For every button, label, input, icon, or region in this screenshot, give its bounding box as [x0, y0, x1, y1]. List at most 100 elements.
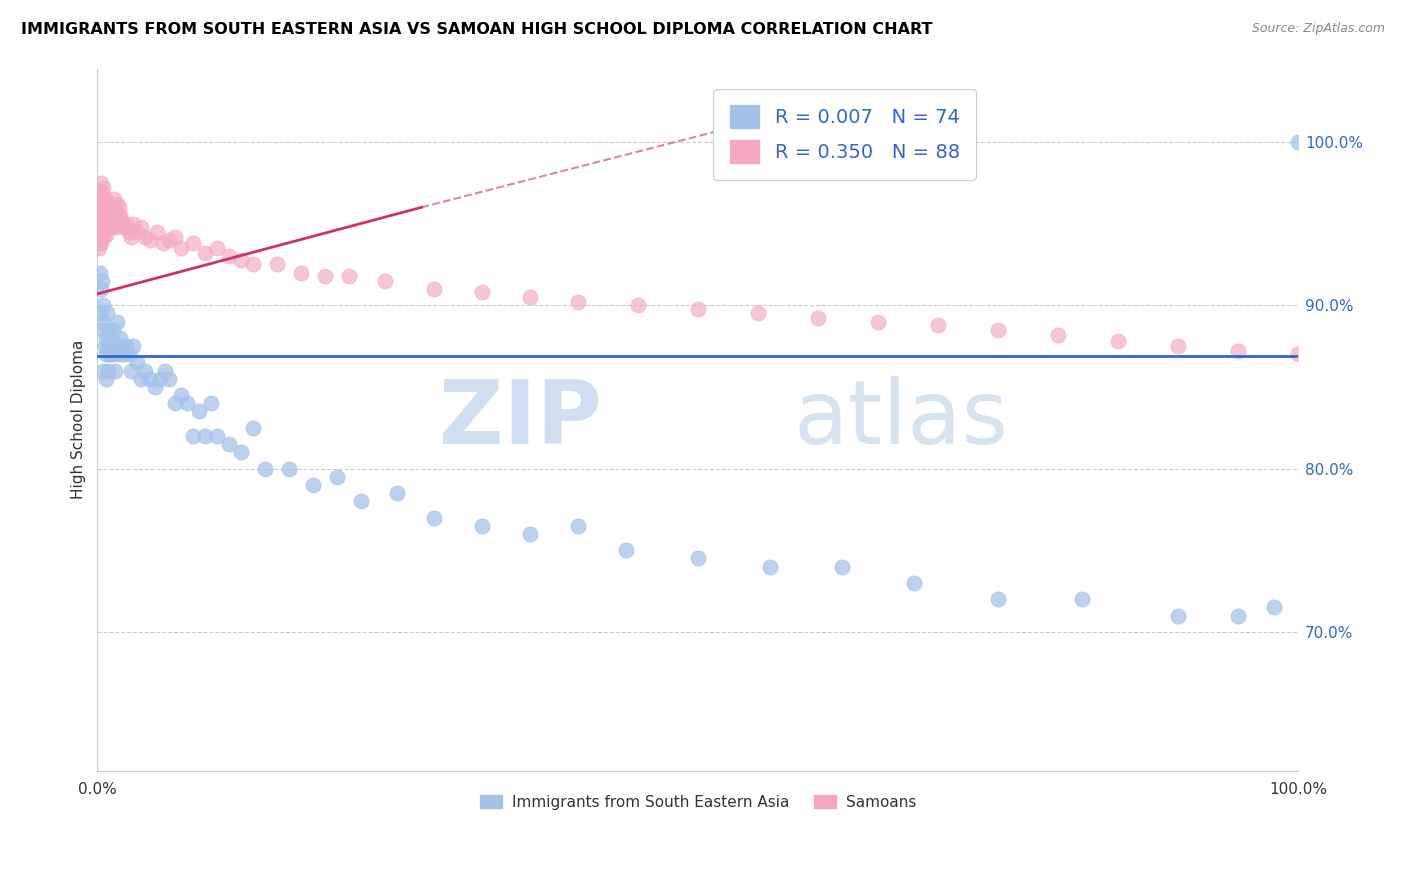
Point	[90, 219, 112, 234]
Point	[96, 219, 118, 234]
Point	[567, 295, 589, 310]
Point	[1046, 327, 1069, 342]
Point	[90, 306, 112, 320]
Point	[93, 180, 115, 194]
Point	[98, 347, 121, 361]
Point	[101, 323, 124, 337]
Point	[152, 236, 174, 251]
Point	[218, 437, 240, 451]
Point	[93, 219, 115, 234]
Point	[254, 461, 277, 475]
Point	[183, 429, 205, 443]
Point	[1263, 600, 1285, 615]
Point	[105, 219, 128, 234]
Point	[626, 298, 648, 312]
Point	[94, 200, 117, 214]
Point	[1167, 339, 1189, 353]
Point	[90, 209, 112, 223]
Point	[103, 347, 125, 361]
Point	[747, 306, 769, 320]
Point	[93, 229, 115, 244]
Point	[115, 339, 138, 353]
Point	[339, 268, 361, 283]
Point	[98, 339, 121, 353]
Point	[91, 225, 114, 239]
Point	[90, 282, 112, 296]
Point	[97, 197, 120, 211]
Point	[93, 323, 115, 337]
Point	[94, 213, 117, 227]
Point	[100, 203, 122, 218]
Point	[89, 203, 111, 218]
Point	[94, 372, 117, 386]
Point	[108, 347, 131, 361]
Point	[374, 274, 396, 288]
Point	[927, 318, 949, 332]
Point	[110, 339, 132, 353]
Point	[107, 209, 129, 223]
Point	[422, 282, 444, 296]
Point	[87, 241, 110, 255]
Point	[93, 192, 115, 206]
Point	[387, 486, 409, 500]
Point	[470, 285, 492, 300]
Point	[93, 203, 115, 218]
Point	[1167, 608, 1189, 623]
Point	[108, 209, 131, 223]
Point	[686, 551, 709, 566]
Point	[1070, 592, 1092, 607]
Point	[614, 543, 637, 558]
Point	[326, 469, 349, 483]
Text: ZIP: ZIP	[439, 376, 602, 463]
Text: IMMIGRANTS FROM SOUTH EASTERN ASIA VS SAMOAN HIGH SCHOOL DIPLOMA CORRELATION CHA: IMMIGRANTS FROM SOUTH EASTERN ASIA VS SA…	[21, 22, 932, 37]
Point	[108, 331, 131, 345]
Point	[108, 200, 131, 214]
Point	[107, 339, 129, 353]
Point	[242, 257, 264, 271]
Point	[200, 396, 222, 410]
Point	[97, 363, 120, 377]
Point	[188, 404, 211, 418]
Y-axis label: High School Diploma: High School Diploma	[72, 340, 86, 500]
Point	[104, 203, 127, 218]
Point	[100, 219, 122, 234]
Point	[104, 339, 127, 353]
Legend: Immigrants from South Eastern Asia, Samoans: Immigrants from South Eastern Asia, Samo…	[472, 788, 922, 815]
Point	[91, 274, 114, 288]
Point	[122, 339, 145, 353]
Point	[90, 236, 112, 251]
Point	[134, 363, 156, 377]
Point	[194, 429, 217, 443]
Point	[266, 257, 288, 271]
Point	[519, 290, 541, 304]
Point	[903, 575, 925, 590]
Point	[139, 372, 162, 386]
Point	[218, 249, 240, 263]
Point	[94, 228, 117, 243]
Point	[90, 176, 112, 190]
Point	[97, 213, 120, 227]
Point	[987, 592, 1010, 607]
Point	[117, 347, 139, 361]
Point	[146, 225, 169, 239]
Point	[302, 478, 325, 492]
Point	[89, 266, 111, 280]
Point	[194, 246, 217, 260]
Point	[93, 315, 115, 329]
Point	[89, 192, 111, 206]
Point	[120, 363, 142, 377]
Point	[100, 331, 122, 345]
Point	[129, 372, 152, 386]
Text: Source: ZipAtlas.com: Source: ZipAtlas.com	[1251, 22, 1385, 36]
Point	[1286, 347, 1309, 361]
Point	[120, 229, 142, 244]
Point	[89, 219, 111, 234]
Point	[93, 363, 115, 377]
Point	[96, 306, 118, 320]
Point	[91, 209, 114, 223]
Point	[98, 323, 121, 337]
Point	[87, 209, 110, 223]
Point	[91, 187, 114, 202]
Point	[207, 429, 229, 443]
Point	[89, 184, 111, 198]
